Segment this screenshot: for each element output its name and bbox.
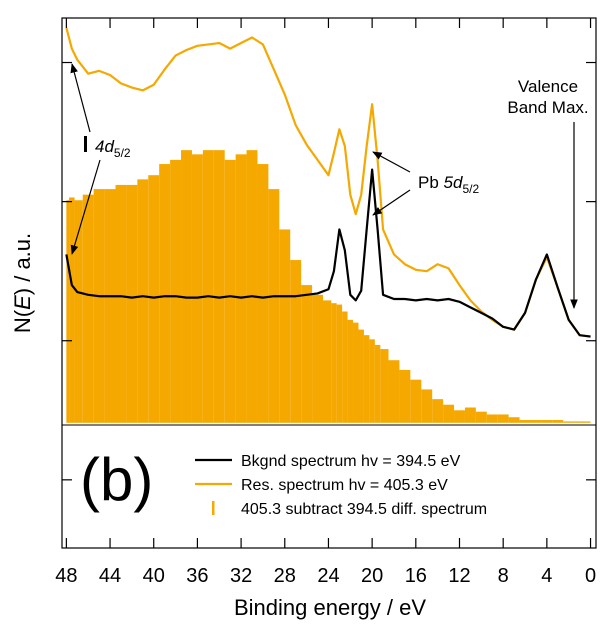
annotation-part: 4d — [95, 137, 114, 156]
y-label-part: ) / a.u. — [10, 233, 35, 295]
diff-bar — [301, 285, 313, 423]
arrow — [372, 189, 411, 216]
diff-bar — [563, 421, 575, 423]
diff-bar — [322, 300, 332, 423]
annotation: 4d5/2 — [95, 137, 131, 160]
diff-bar — [374, 344, 381, 423]
x-tick-label: 48 — [55, 565, 77, 587]
diff-bar — [369, 339, 375, 423]
diff-bar — [331, 303, 337, 423]
diff-bar — [191, 154, 203, 423]
diff-bar — [312, 294, 323, 423]
diff-bar — [279, 229, 291, 423]
panel-label: (b) — [80, 446, 153, 513]
annotation: Pb 5d5/2 — [418, 173, 479, 196]
annotation: Valence — [518, 77, 578, 96]
diff-bar — [353, 322, 359, 423]
diff-bar — [336, 304, 343, 423]
diff-bar — [82, 194, 94, 423]
diff-bar — [235, 154, 247, 423]
diff-bar — [69, 197, 75, 423]
diff-bar — [148, 175, 160, 423]
diff-bar — [104, 189, 116, 423]
diff-bar — [421, 389, 433, 423]
frame — [61, 17, 597, 549]
x-tick-label: 16 — [405, 565, 427, 587]
diff-bar — [347, 319, 354, 423]
x-tick-label: 0 — [585, 565, 596, 587]
spectrum-line — [65, 168, 591, 338]
diff-bar — [363, 335, 370, 423]
diff-bar — [388, 360, 400, 423]
arrow — [70, 63, 91, 133]
y-label-part: N( — [10, 309, 35, 333]
diff-bar — [358, 329, 364, 423]
legend: Bkgnd spectrum hv = 394.5 eV Res. spectru… — [195, 453, 487, 518]
y-label-part: E — [10, 295, 35, 310]
x-tick-label: 44 — [99, 565, 121, 587]
annotation-part: 5d — [444, 173, 463, 192]
x-tick-label: 24 — [317, 565, 339, 587]
x-tick-label: 8 — [498, 565, 509, 587]
diff-bar — [432, 399, 444, 423]
legend-marker — [212, 501, 215, 515]
x-axis-label: Binding energy / eV — [234, 595, 426, 620]
diff-bar — [574, 421, 586, 423]
legend-box — [61, 424, 597, 549]
marker-glyph — [84, 136, 87, 152]
diff-bar — [541, 420, 553, 423]
x-tick-label: 12 — [448, 565, 470, 587]
diff-bar — [519, 420, 531, 423]
diff-bar — [399, 369, 411, 423]
diff-bar — [585, 421, 591, 423]
diff-bar — [181, 150, 192, 423]
diff-bar — [224, 159, 236, 423]
legend-label: 405.3 subtract 394.5 diff. spectrum — [241, 501, 487, 518]
annotation: Band Max. — [507, 98, 588, 117]
x-tick-label: 20 — [361, 565, 383, 587]
diff-bar — [159, 164, 171, 423]
diff-bar — [202, 150, 214, 423]
diff-bar — [454, 410, 465, 423]
x-tick-label: 4 — [541, 565, 552, 587]
diff-bar — [137, 179, 149, 423]
diff-bar — [66, 200, 70, 423]
diff-bar — [257, 164, 269, 423]
annotation-part: Pb — [418, 173, 439, 192]
diff-bar — [246, 150, 258, 423]
diff-bar — [552, 420, 564, 423]
diff-bar — [410, 379, 422, 423]
diff-bar — [486, 414, 498, 423]
spectrum-line — [65, 27, 591, 338]
diff-bar — [213, 150, 225, 423]
plot-area — [65, 27, 591, 423]
diff-bar — [464, 407, 476, 423]
diff-bar — [126, 184, 138, 423]
diff-bar — [170, 159, 182, 423]
diff-bar — [443, 404, 455, 423]
x-tick-label: 32 — [230, 565, 252, 587]
diff-bar — [508, 417, 520, 423]
diff-bar — [93, 189, 105, 423]
arrow — [70, 159, 101, 255]
y-axis-label: N(E) / a.u. — [10, 233, 35, 333]
diff-bar — [115, 184, 127, 423]
x-tick-label: 28 — [274, 565, 296, 587]
diff-bar — [530, 420, 542, 423]
diff-bar — [342, 311, 348, 423]
x-tick-label: 36 — [186, 565, 208, 587]
legend-label: Bkgnd spectrum hv = 394.5 eV — [241, 453, 461, 470]
diff-bar — [380, 349, 389, 423]
diff-bar — [497, 414, 509, 423]
diff-bar — [268, 189, 280, 423]
x-tick-label: 40 — [143, 565, 165, 587]
diff-bar — [290, 260, 302, 423]
arrow — [372, 151, 411, 173]
diff-bar — [475, 411, 487, 423]
annotation-part: 5/2 — [462, 182, 479, 196]
legend-label: Res. spectrum hv = 405.3 eV — [241, 477, 448, 494]
annotation-part: 5/2 — [114, 146, 131, 160]
diff-bar — [74, 200, 83, 423]
